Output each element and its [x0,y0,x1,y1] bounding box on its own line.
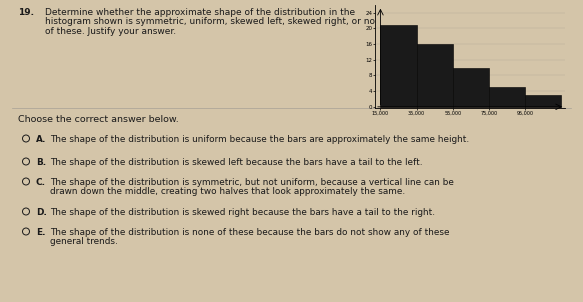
Text: A.: A. [36,135,47,144]
Bar [525,95,561,107]
Bar [381,24,417,107]
Text: The shape of the distribution is skewed left because the bars have a tail to the: The shape of the distribution is skewed … [50,158,423,167]
Text: drawn down the middle, creating two halves that look approximately the same.: drawn down the middle, creating two halv… [50,187,405,195]
Text: The shape of the distribution is uniform because the bars are approximately the : The shape of the distribution is uniform… [50,135,469,144]
Text: D.: D. [36,208,47,217]
Text: E.: E. [36,228,45,237]
Text: of these. Justify your answer.: of these. Justify your answer. [45,27,176,36]
Text: Determine whether the approximate shape of the distribution in the: Determine whether the approximate shape … [45,8,355,17]
Text: B.: B. [36,158,46,167]
Text: general trends.: general trends. [50,236,118,246]
Bar [453,68,489,107]
Text: The shape of the distribution is skewed right because the bars have a tail to th: The shape of the distribution is skewed … [50,208,435,217]
Text: Choose the correct answer below.: Choose the correct answer below. [18,115,179,124]
Bar [417,44,453,107]
Text: 19.: 19. [18,8,34,17]
Bar [489,87,525,107]
Text: The shape of the distribution is symmetric, but not uniform, because a vertical : The shape of the distribution is symmetr… [50,178,454,187]
Text: C.: C. [36,178,46,187]
Text: histogram shown is symmetric, uniform, skewed left, skewed right, or none: histogram shown is symmetric, uniform, s… [45,18,387,27]
Text: The shape of the distribution is none of these because the bars do not show any : The shape of the distribution is none of… [50,228,449,237]
